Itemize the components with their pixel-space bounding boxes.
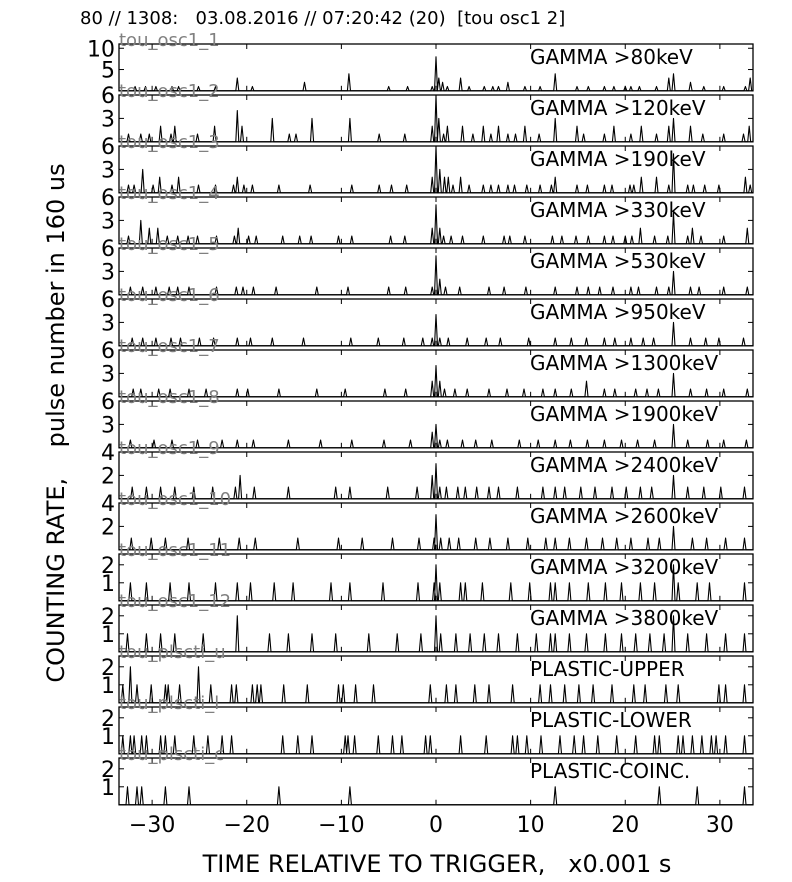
x-tick-label: 30: [706, 813, 734, 838]
y-tick-label: 1: [101, 725, 115, 750]
series-line: [119, 204, 753, 245]
series-line: [119, 423, 753, 449]
y-tick-label: 3: [101, 209, 115, 234]
y-tick-label: 6: [101, 288, 115, 313]
detector-id: tou_osc1_5: [119, 234, 220, 255]
detector-id: tou_osc1_7: [119, 336, 220, 357]
channel-label: GAMMA >1900keV: [530, 402, 719, 426]
y-tick-label: 2: [101, 707, 115, 732]
y-tick-label: 1: [101, 572, 115, 597]
detector-id: tou_osc1_12: [119, 591, 231, 612]
series-line: [119, 735, 753, 755]
y-tick-label: 2: [101, 656, 115, 681]
detector-id: tou_plscti_u: [119, 642, 226, 663]
channel-label: GAMMA >950keV: [530, 300, 706, 324]
series-line: [119, 615, 753, 653]
y-tick-label: 2: [101, 554, 115, 579]
series-line: [119, 94, 753, 143]
detector-id: tou_osc1_4: [119, 183, 220, 204]
y-tick-label: 1: [101, 623, 115, 648]
y-tick-label: 4: [101, 492, 115, 517]
y-tick-label: 2: [101, 515, 115, 540]
channel-label: GAMMA >530keV: [530, 249, 706, 273]
series-line: [119, 564, 753, 602]
detector-id: tou_osc1_8: [119, 387, 220, 408]
channel-label: GAMMA >80keV: [530, 45, 693, 69]
y-tick-label: 2: [101, 758, 115, 783]
y-tick-label: 2: [101, 464, 115, 489]
detector-id: tou_osc1_1: [119, 30, 220, 51]
series-line: [119, 365, 753, 398]
x-tick-label: −10: [318, 813, 364, 838]
y-tick-label: 3: [101, 158, 115, 183]
detector-id: tou_osc1_3: [119, 132, 220, 153]
detector-id: tou_osc1_10: [119, 489, 231, 510]
channel-label: GAMMA >3800keV: [530, 606, 719, 630]
channel-label: PLASTIC-LOWER: [530, 708, 692, 732]
x-tick-label: 0: [429, 813, 443, 838]
channel-label: PLASTIC-UPPER: [530, 657, 685, 681]
series-line: [119, 463, 753, 500]
series-line: [119, 314, 753, 347]
y-tick-label: 5: [101, 59, 115, 84]
series-line: [119, 255, 753, 296]
y-tick-label: 2: [101, 605, 115, 630]
series-line: [119, 666, 753, 704]
channel-label: GAMMA >2400keV: [530, 453, 719, 477]
x-tick-label: 20: [611, 813, 639, 838]
y-tick-label: 6: [101, 135, 115, 160]
detector-id: tou_osc1_9: [119, 438, 220, 459]
y-tick-label: 3: [101, 260, 115, 285]
y-tick-label: 6: [101, 84, 115, 109]
channel-label: GAMMA >330keV: [530, 198, 706, 222]
channel-label: GAMMA >3200keV: [530, 555, 719, 579]
detector-id: tou_osc1_11: [119, 540, 231, 561]
y-tick-label: 1: [101, 776, 115, 801]
x-axis-label: TIME RELATIVE TO TRIGGER, x0.001 s: [202, 850, 672, 878]
x-tick-label: −30: [129, 813, 175, 838]
detector-id: tou_osc1_6: [119, 285, 220, 306]
x-tick-label: −20: [224, 813, 270, 838]
detector-id: tou_plscti_c: [119, 744, 224, 765]
series-line: [119, 514, 753, 551]
y-tick-label: 6: [101, 186, 115, 211]
y-tick-label: 4: [101, 441, 115, 466]
channel-label: GAMMA >120keV: [530, 96, 706, 120]
channel-label: GAMMA >1300keV: [530, 351, 719, 375]
y-tick-label: 3: [101, 413, 115, 438]
y-tick-label: 6: [101, 339, 115, 364]
y-tick-label: 1: [101, 674, 115, 699]
detector-id: tou_osc1_2: [119, 81, 220, 102]
series-line: [119, 786, 753, 806]
series-line: [119, 145, 753, 194]
channel-label: PLASTIC-COINC.: [530, 759, 690, 783]
y-tick-label: 10: [87, 37, 115, 62]
y-tick-label: 3: [101, 362, 115, 387]
series-line: [119, 56, 753, 92]
header-title: 80 // 1308: 03.08.2016 // 07:20:42 (20) …: [80, 8, 566, 29]
x-tick-label: 10: [517, 813, 545, 838]
detector-id: tou_plscti_l: [119, 693, 219, 714]
channel-label: GAMMA >2600keV: [530, 504, 719, 528]
y-tick-label: 6: [101, 237, 115, 262]
y-tick-label: 3: [101, 311, 115, 336]
channel-label: GAMMA >190keV: [530, 147, 706, 171]
y-tick-label: 6: [101, 390, 115, 415]
y-tick-label: 3: [101, 107, 115, 132]
